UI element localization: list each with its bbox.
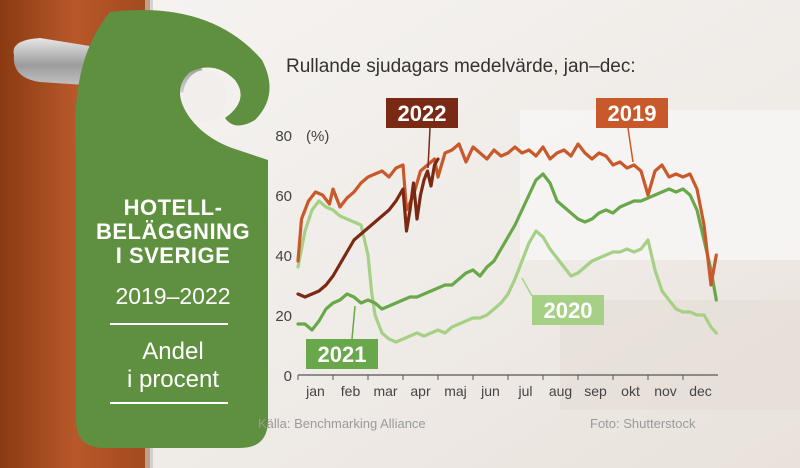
x-tick-label: sep — [584, 383, 607, 399]
chart-subtitle: Rullande sjudagars medelvärde, jan–dec: — [286, 56, 636, 77]
tag-title-line3: I SVERIGE — [115, 243, 231, 268]
x-tick-label: dec — [689, 383, 712, 399]
tag-years: 2019–2022 — [115, 283, 231, 309]
series-line-2021 — [296, 172, 718, 332]
chart-series-labels: 2022 2019 2020 2021 — [306, 98, 668, 369]
series-label-box-2019 — [596, 98, 668, 128]
series-label-box-2022 — [386, 98, 458, 128]
tag-sub-line1: Andel — [142, 338, 204, 365]
x-tick-label: jul — [517, 383, 532, 399]
y-tick-label: 80 — [275, 128, 292, 145]
series-label-connector-2019 — [627, 127, 634, 163]
source-credit: Källa: Benchmarking Alliance — [258, 416, 426, 431]
series-label-connector-2022 — [427, 127, 431, 169]
tag-divider-top — [110, 323, 228, 325]
y-tick-label: 0 — [284, 368, 292, 385]
x-tick-label: mar — [373, 383, 397, 399]
y-axis-unit: (%) — [306, 128, 329, 145]
photo-credit: Foto: Shutterstock — [590, 416, 696, 431]
series-label-2019: 2019 — [608, 101, 657, 126]
x-tick-label: jan — [305, 383, 325, 399]
x-tick-label: maj — [444, 383, 467, 399]
chart-lines — [296, 142, 718, 344]
x-tick-label: jun — [480, 383, 500, 399]
tag-title-line2: BELÄGGNING — [95, 219, 251, 244]
series-label-box-2020 — [532, 295, 604, 325]
door-hanger-tag — [75, 10, 270, 448]
tag-divider-bottom — [110, 402, 228, 404]
series-line-2020 — [296, 199, 718, 344]
series-label-2020: 2020 — [544, 298, 593, 323]
y-tick-label: 20 — [275, 308, 292, 325]
series-label-2021: 2021 — [318, 342, 367, 367]
series-label-2022: 2022 — [398, 101, 447, 126]
x-tick-label: aug — [549, 383, 572, 399]
y-tick-label: 40 — [275, 248, 292, 265]
x-tick-label: okt — [621, 383, 640, 399]
series-line-2022 — [296, 157, 440, 299]
tag-title-line1: HOTELL- — [123, 195, 223, 220]
series-label-connector-2021 — [351, 305, 356, 340]
tag-sub-line2: i procent — [126, 366, 220, 393]
x-tick-label: nov — [654, 383, 677, 399]
y-tick-label: 60 — [275, 188, 292, 205]
x-tick-label: apr — [410, 383, 431, 399]
series-label-connector-2020 — [521, 277, 533, 297]
series-line-2019 — [296, 142, 718, 287]
chart-axes: 0 20 40 60 80 (%) jan feb mar apr maj jun jul aug sep o… — [275, 128, 718, 399]
x-tick-label: feb — [341, 383, 361, 399]
series-label-box-2021 — [306, 339, 378, 369]
